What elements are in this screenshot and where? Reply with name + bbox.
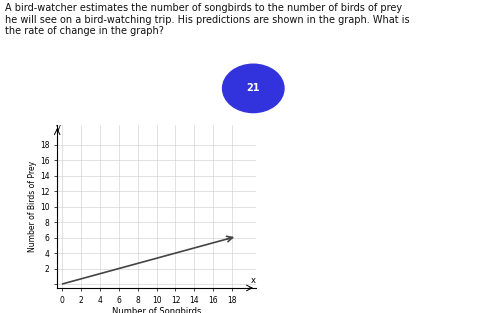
Y-axis label: Number of Birds of Prey: Number of Birds of Prey bbox=[28, 161, 37, 252]
Text: x: x bbox=[250, 276, 255, 285]
X-axis label: Number of Songbirds: Number of Songbirds bbox=[112, 307, 201, 313]
Text: 21: 21 bbox=[247, 83, 260, 93]
Circle shape bbox=[223, 64, 284, 113]
Text: A bird-watcher estimates the number of songbirds to the number of birds of prey
: A bird-watcher estimates the number of s… bbox=[5, 3, 410, 36]
Text: y: y bbox=[56, 123, 61, 132]
